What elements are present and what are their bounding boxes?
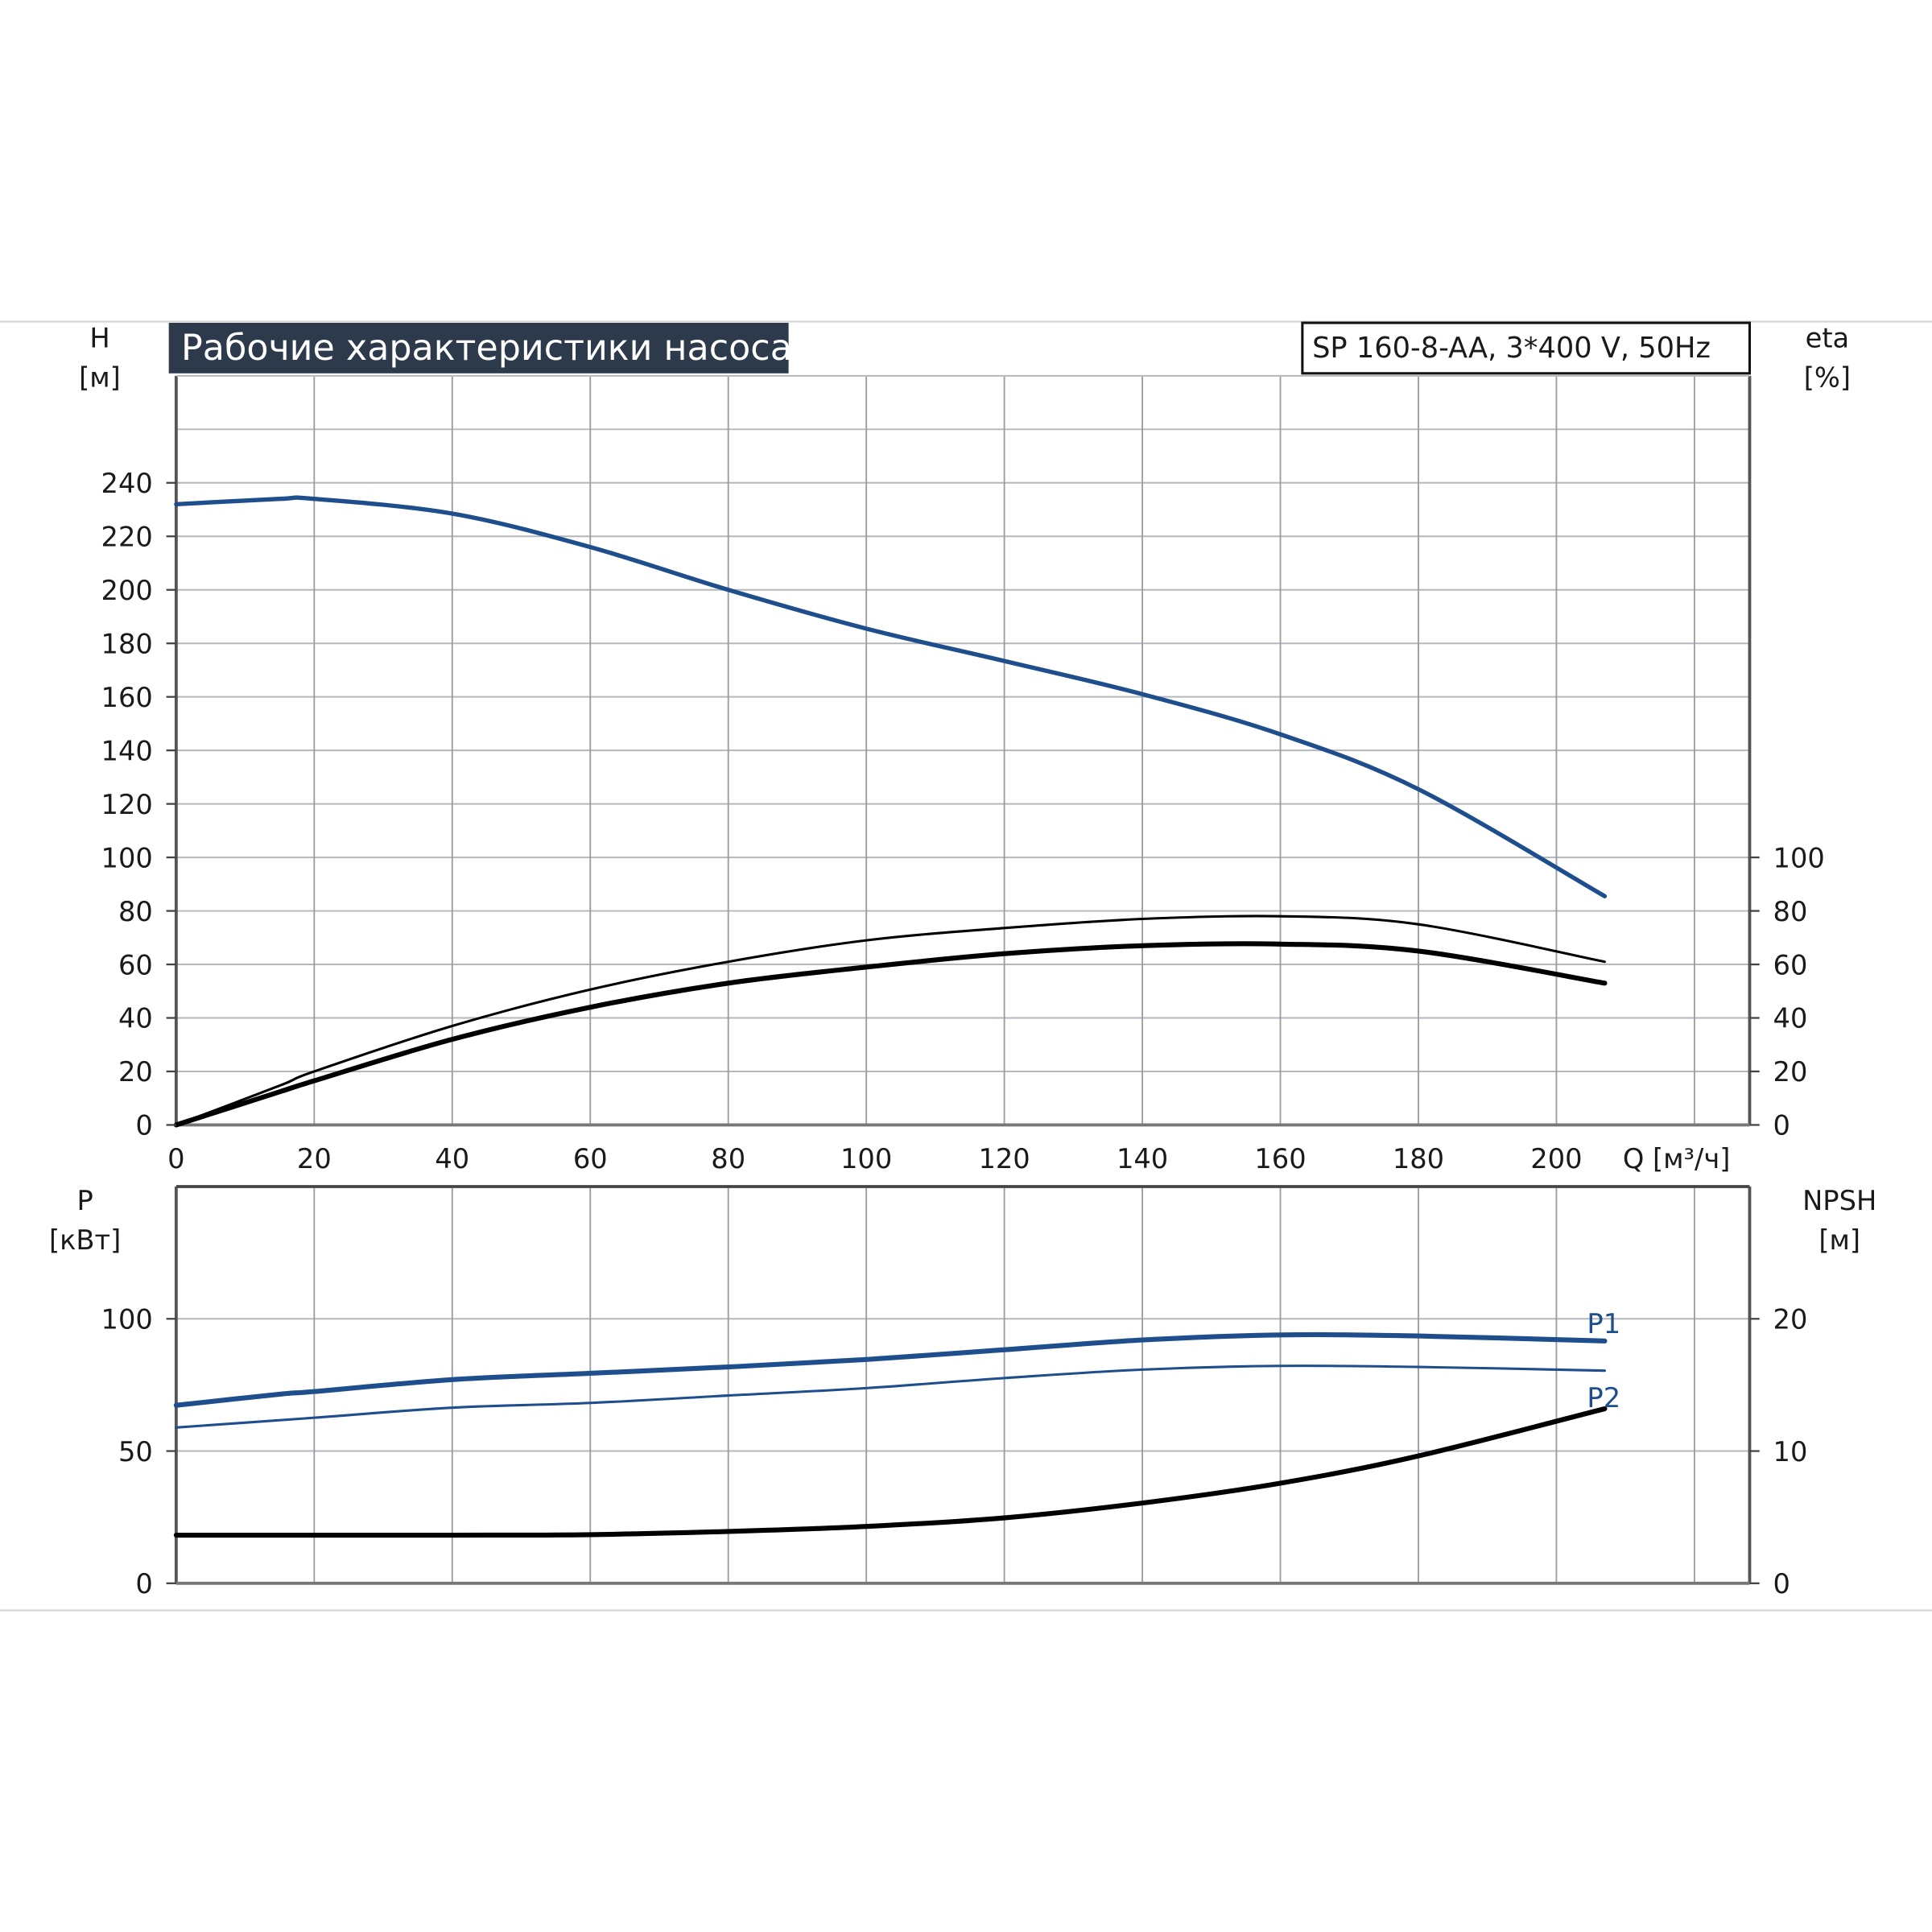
title-banner bbox=[168, 323, 789, 374]
right-tick-label: 60 bbox=[1773, 949, 1808, 980]
h-axis-unit: [м] bbox=[79, 362, 121, 394]
p-axis-unit: [кВт] bbox=[49, 1224, 121, 1256]
model-label: SP 160-8-AA, 3*400 V, 50Hz bbox=[1312, 332, 1711, 365]
right-tick-label: 20 bbox=[1773, 1056, 1808, 1088]
x-tick-label: 160 bbox=[1254, 1143, 1306, 1174]
right-tick-label: 40 bbox=[1773, 1003, 1808, 1034]
x-tick-label: 40 bbox=[435, 1143, 469, 1174]
npsh-axis-label: NPSH bbox=[1802, 1185, 1876, 1216]
left-tick-label: 40 bbox=[118, 1003, 153, 1034]
x-tick-label: 120 bbox=[978, 1143, 1030, 1174]
x-tick-label: 80 bbox=[711, 1143, 745, 1174]
left-tick-label: 220 bbox=[101, 521, 153, 552]
left-tick-label: 180 bbox=[101, 628, 153, 659]
left-tick-label: 100 bbox=[101, 842, 153, 873]
curve-eta-upper bbox=[175, 914, 1606, 1126]
curve-p1 bbox=[173, 1331, 1608, 1408]
left-tick-label: 50 bbox=[118, 1436, 153, 1468]
left-tick-label: 200 bbox=[101, 575, 153, 606]
chart-title: Рабочие характеристики насоса bbox=[181, 328, 792, 369]
left-tick-label: 0 bbox=[135, 1568, 152, 1600]
x-tick-label: 180 bbox=[1393, 1143, 1444, 1174]
right-tick-label: 100 bbox=[1773, 842, 1825, 873]
p2-series-label: P2 bbox=[1587, 1382, 1620, 1414]
left-tick-label: 120 bbox=[101, 789, 153, 820]
x-tick-label: 60 bbox=[573, 1143, 608, 1174]
left-tick-label: 0 bbox=[135, 1110, 152, 1141]
curve-p2 bbox=[175, 1364, 1606, 1429]
p-axis-label: P bbox=[76, 1185, 93, 1216]
left-tick-label: 240 bbox=[101, 468, 153, 499]
right-tick-label: 10 bbox=[1773, 1436, 1808, 1468]
x-tick-label: 100 bbox=[840, 1143, 892, 1174]
right-tick-label: 0 bbox=[1773, 1568, 1790, 1600]
eta-axis-unit: [%] bbox=[1804, 362, 1851, 394]
curve-h bbox=[174, 495, 1608, 898]
h-axis-label: H bbox=[89, 323, 109, 354]
right-tick-label: 80 bbox=[1773, 896, 1808, 927]
left-tick-label: 80 bbox=[118, 896, 153, 927]
curve-eta-lower bbox=[173, 941, 1608, 1128]
left-tick-label: 140 bbox=[101, 735, 153, 766]
curve-npsh bbox=[173, 1406, 1608, 1538]
left-tick-label: 160 bbox=[101, 682, 153, 713]
q-axis-label: Q [м³/ч] bbox=[1623, 1143, 1731, 1174]
left-tick-label: 60 bbox=[118, 949, 153, 980]
x-tick-label: 200 bbox=[1530, 1143, 1582, 1174]
right-tick-label: 0 bbox=[1773, 1110, 1790, 1141]
x-tick-label: 0 bbox=[167, 1143, 184, 1174]
x-tick-label: 20 bbox=[297, 1143, 332, 1174]
x-tick-label: 140 bbox=[1117, 1143, 1168, 1174]
left-tick-label: 100 bbox=[101, 1304, 153, 1335]
left-tick-label: 20 bbox=[118, 1056, 153, 1088]
model-box bbox=[1301, 321, 1751, 375]
p1-series-label: P1 bbox=[1587, 1308, 1620, 1340]
npsh-axis-unit: [м] bbox=[1818, 1224, 1860, 1256]
right-tick-label: 20 bbox=[1773, 1304, 1808, 1335]
eta-axis-label: eta bbox=[1806, 323, 1850, 354]
